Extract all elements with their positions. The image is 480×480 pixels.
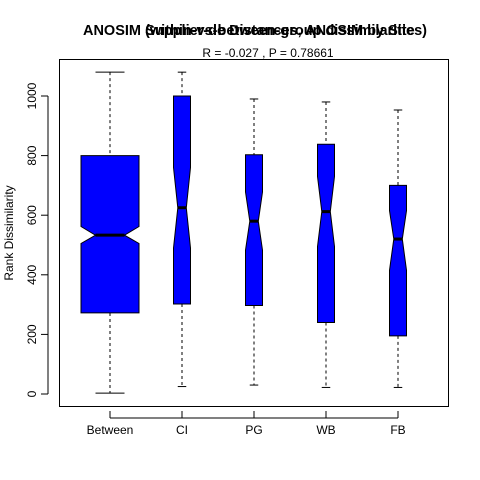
x-tick-label: Between [87, 423, 134, 437]
x-tick-label: FB [390, 423, 405, 437]
box-ci [173, 71, 191, 388]
box-body [389, 184, 407, 337]
y-axis-title: Rank Dissimilarity [2, 185, 16, 280]
box-between [80, 71, 140, 394]
box-pg [245, 98, 263, 386]
x-tick-label: PG [245, 423, 262, 437]
y-tick-label: 0 [25, 390, 39, 397]
box-body [173, 95, 191, 305]
y-tick-label: 200 [25, 324, 39, 344]
box-body [245, 154, 263, 306]
chart-subtitle: R = -0.027 , P = 0.78661 [202, 46, 334, 60]
x-axis: Between CI PG WB FB [87, 411, 406, 437]
y-tick-label: 800 [25, 145, 39, 165]
chart-title: Supplier-de Distances, ANOSIM by Site [145, 23, 414, 39]
x-tick-label: WB [316, 423, 335, 437]
boxes-layer [80, 71, 407, 394]
plot-frame [59, 59, 449, 407]
box-wb [317, 101, 335, 388]
y-tick-label: 400 [25, 264, 39, 284]
y-axis: 0 200 400 600 800 1000 [25, 82, 49, 397]
box-fb [389, 109, 407, 388]
box-body [317, 143, 335, 323]
y-tick-label: 1000 [25, 82, 39, 109]
y-tick-label: 600 [25, 205, 39, 225]
x-tick-label: CI [176, 423, 188, 437]
chart-title-overlapped: ANOSIM (within-vs-between-group dissimil… [83, 23, 427, 39]
